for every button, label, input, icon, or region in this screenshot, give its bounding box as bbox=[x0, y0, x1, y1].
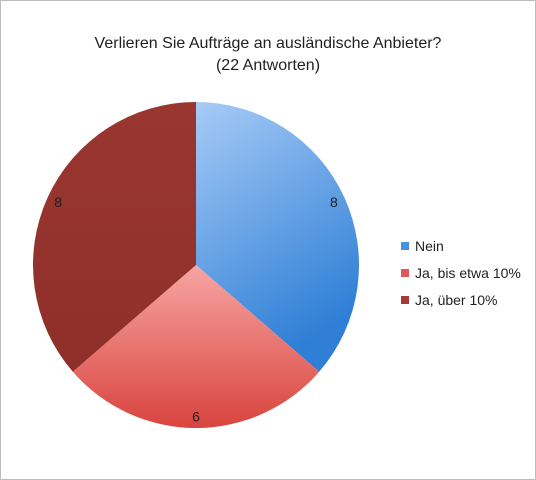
data-label: 8 bbox=[54, 194, 62, 210]
chart-subtitle: (22 Antworten) bbox=[215, 57, 321, 74]
slice-ja-ueber-10 bbox=[32, 102, 196, 372]
legend-label: Ja, über 10% bbox=[415, 291, 498, 308]
legend-label: Ja, bis etwa 10% bbox=[415, 264, 521, 281]
legend-swatch bbox=[401, 268, 409, 277]
legend-item-ja-bis-10: Ja, bis etwa 10% bbox=[401, 259, 521, 286]
slice-nein bbox=[196, 102, 359, 372]
legend: Nein Ja, bis etwa 10% Ja, über 10% bbox=[401, 232, 521, 313]
legend-swatch bbox=[401, 295, 409, 304]
slice-ja-bis-10 bbox=[72, 265, 320, 428]
chart-title: Verlieren Sie Aufträge an ausländische A… bbox=[94, 35, 442, 52]
data-label: 8 bbox=[330, 194, 338, 210]
legend-item-ja-ueber-10: Ja, über 10% bbox=[401, 286, 521, 313]
legend-label: Nein bbox=[415, 237, 444, 254]
legend-swatch bbox=[401, 241, 409, 250]
data-label: 6 bbox=[192, 409, 200, 425]
legend-item-nein: Nein bbox=[401, 232, 521, 259]
